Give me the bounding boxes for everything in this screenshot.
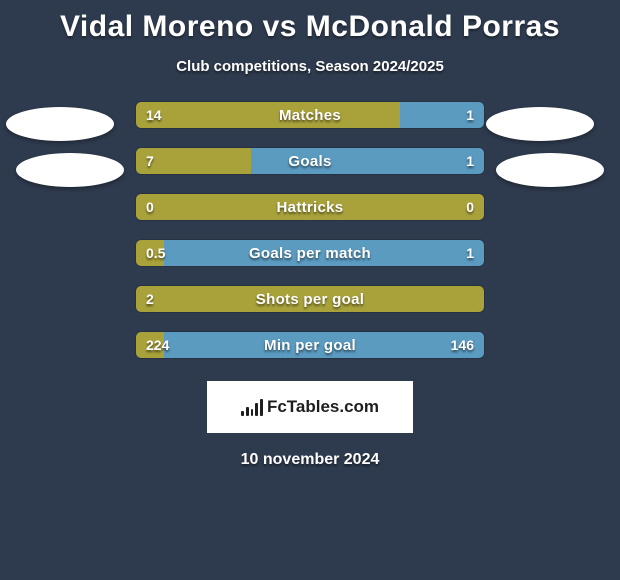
bar-segment-right [164,240,484,266]
stat-row: Shots per goal2 [0,277,620,323]
team-badge-left [6,107,114,141]
bar-segment-left [136,194,484,220]
stat-bar: Goals71 [135,147,485,175]
stat-bar: Matches141 [135,101,485,129]
stat-rows: Matches141 Goals71 Hattricks00 Goals per ma… [0,93,620,369]
team-badge-left [16,153,124,187]
team-badge-right [496,153,604,187]
logo: FcTables.com [241,397,379,417]
bar-segment-right [400,102,484,128]
stat-row: Min per goal224146 [0,323,620,369]
bar-segment-left [136,332,164,358]
stat-row: Matches141 [0,93,620,139]
comparison-card: Vidal Moreno vs McDonald Porras Club com… [0,0,620,469]
logo-bars-icon [241,398,263,416]
bar-segment-right [164,332,484,358]
logo-text: FcTables.com [267,397,379,417]
stat-row: Goals71 [0,139,620,185]
stat-bar: Goals per match0.51 [135,239,485,267]
bar-segment-left [136,102,400,128]
stat-bar: Min per goal224146 [135,331,485,359]
bar-segment-left [136,148,251,174]
stat-row: Hattricks00 [0,185,620,231]
bar-segment-right [251,148,484,174]
subtitle: Club competitions, Season 2024/2025 [0,48,620,93]
stat-row: Goals per match0.51 [0,231,620,277]
page-title: Vidal Moreno vs McDonald Porras [0,4,620,48]
logo-box: FcTables.com [207,381,413,433]
team-badge-right [486,107,594,141]
stat-bar: Hattricks00 [135,193,485,221]
stat-bar: Shots per goal2 [135,285,485,313]
bar-segment-left [136,286,484,312]
bar-segment-left [136,240,164,266]
date-label: 10 november 2024 [0,433,620,469]
